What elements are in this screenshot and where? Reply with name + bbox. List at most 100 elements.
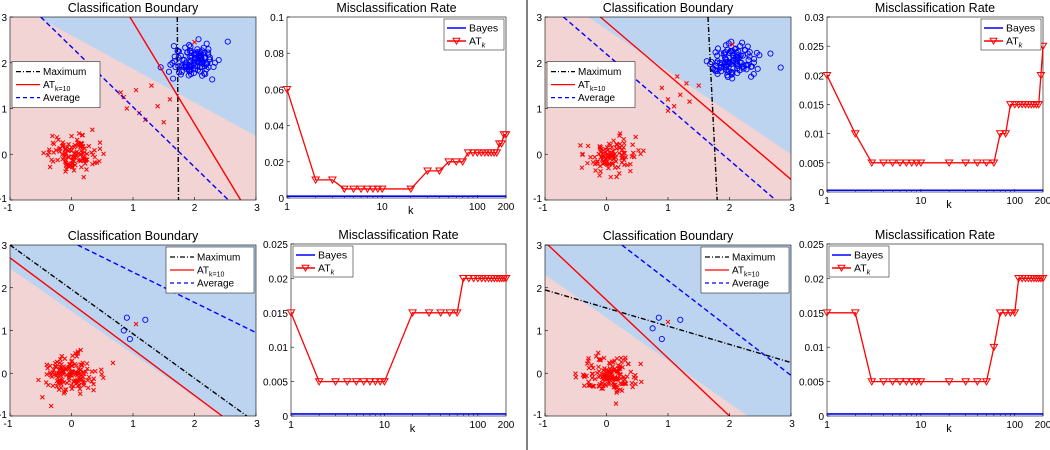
red-point	[84, 366, 90, 372]
red-point	[69, 133, 74, 139]
atk-marker	[912, 378, 922, 386]
y-tick-label: -1	[0, 410, 7, 421]
atk-marker	[1034, 101, 1044, 109]
red-point	[617, 133, 622, 138]
red-point	[78, 148, 84, 154]
blue-point	[716, 59, 723, 67]
x-tick-label: 3	[789, 203, 795, 214]
y-tick-label: 0.015	[799, 101, 824, 112]
red-point	[586, 379, 591, 385]
red-point	[596, 374, 602, 380]
blue-point	[210, 63, 217, 70]
red-point	[44, 372, 50, 377]
blue-point	[194, 66, 202, 73]
red-point	[66, 378, 72, 383]
atk-marker	[311, 176, 321, 185]
red-point	[573, 371, 578, 377]
y-tick-label: 0	[536, 150, 542, 161]
red-point	[665, 108, 671, 114]
blue-point	[169, 59, 176, 66]
legend-label: Average	[43, 93, 81, 104]
y-tick-label: 0.005	[799, 159, 824, 170]
blue-point	[736, 67, 743, 74]
red-point	[47, 370, 53, 376]
red-point	[619, 160, 625, 165]
red-point	[45, 152, 51, 158]
red-point	[638, 361, 643, 367]
red-point	[40, 394, 45, 400]
red-point	[71, 168, 77, 173]
red-point	[579, 165, 585, 171]
y-tick-label: 1	[536, 105, 542, 116]
red-point	[62, 146, 68, 152]
atk-marker	[377, 185, 387, 194]
red-point	[47, 363, 53, 369]
atk-marker	[907, 159, 917, 168]
red-point	[56, 146, 62, 152]
red-point	[73, 150, 79, 156]
y-tick-label: 0.06	[265, 85, 285, 96]
red-point	[612, 384, 617, 390]
red-point	[62, 156, 68, 162]
red-point	[602, 366, 607, 371]
atk-marker	[424, 309, 434, 318]
legend-label-main: Bayes	[318, 250, 347, 262]
legend-label: Average	[197, 279, 235, 290]
red-point	[91, 387, 96, 393]
red-point	[83, 158, 89, 163]
legend-label: ATk=10	[43, 80, 71, 93]
y-tick-label: 2	[1, 59, 7, 70]
red-point	[622, 358, 628, 363]
red-point	[86, 143, 92, 149]
y-tick-label: 3	[1, 241, 7, 252]
blue-point	[724, 72, 731, 79]
red-cluster	[41, 127, 106, 180]
red-point	[56, 137, 61, 143]
blue-point	[185, 72, 192, 79]
red-point	[617, 141, 623, 147]
red-point	[81, 379, 86, 384]
red-point	[616, 150, 622, 156]
atk-marker	[379, 378, 389, 386]
red-point	[54, 134, 60, 140]
chart-title: Misclassification Rate	[875, 1, 995, 15]
red-point	[62, 365, 68, 371]
blue-point	[199, 72, 206, 79]
atk-marker	[944, 159, 954, 168]
boundary-at-k-10	[10, 257, 223, 416]
blue-point	[186, 42, 193, 49]
red-point	[620, 364, 625, 370]
y-tick-label: 0.01	[269, 343, 289, 354]
atk-marker	[375, 378, 385, 386]
atk-marker	[359, 378, 369, 386]
y-tick-label: 1	[536, 327, 542, 338]
red-point	[590, 384, 596, 389]
atk-marker	[1001, 309, 1011, 318]
red-point	[46, 147, 52, 152]
x-tick-label: -1	[4, 203, 13, 214]
red-point	[578, 143, 583, 148]
red-point	[616, 145, 622, 150]
chart-title: Misclassification Rate	[875, 228, 995, 242]
red-point	[687, 99, 692, 104]
red-point	[67, 362, 72, 367]
y-tick-label: 0.01	[805, 343, 825, 354]
red-point	[603, 383, 609, 388]
blue-point	[175, 63, 182, 70]
legend-label-main: Maximum	[197, 253, 240, 264]
x-tick-label: 0	[69, 419, 75, 430]
legend-label-main: Average	[578, 93, 616, 104]
red-point	[604, 158, 610, 164]
legend-label-main: Maximum	[732, 253, 775, 264]
red-point	[665, 319, 671, 325]
red-point	[641, 148, 646, 154]
blue-point	[738, 59, 745, 66]
x-tick-label: 2	[192, 203, 198, 214]
red-point	[619, 359, 624, 365]
y-tick-label: 0.005	[799, 378, 824, 389]
red-point	[44, 362, 50, 368]
red-point	[67, 147, 73, 153]
red-outliers	[133, 321, 139, 327]
plot-area	[10, 17, 256, 200]
